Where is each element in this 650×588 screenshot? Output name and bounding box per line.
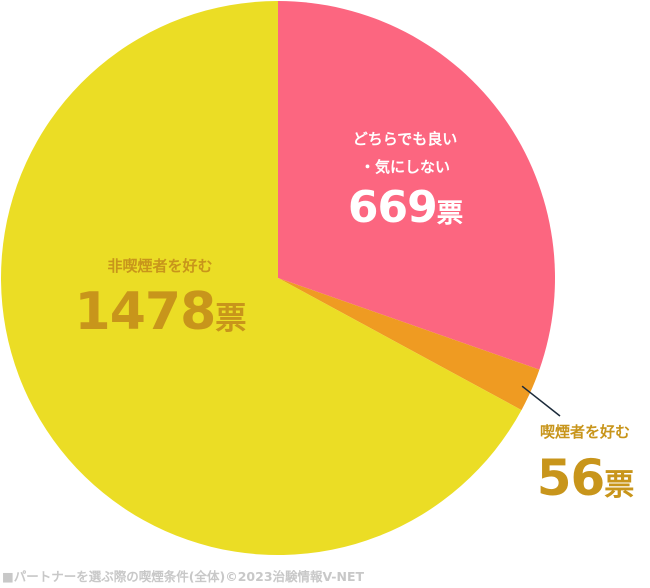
slice-either — [278, 1, 555, 370]
slice-smoker — [278, 278, 540, 411]
value-nonsmoker: 1478 — [74, 282, 217, 342]
unit-nonsmoker: 票 — [215, 301, 246, 337]
value-smoker: 56 — [536, 449, 606, 507]
slice-label-either-line2: ・気にしない — [359, 158, 450, 176]
slice-label-either: どちらでも良い ・気にしない 669票 — [315, 125, 495, 241]
value-either: 669 — [347, 182, 438, 233]
slice-label-smoker-line1: 喫煙者を好む — [539, 423, 630, 441]
slice-label-smoker: 喫煙者を好む 56票 — [520, 418, 650, 518]
slice-nonsmoker — [1, 1, 522, 555]
leader-line-smoker — [521, 385, 561, 417]
slice-value-smoker: 56票 — [520, 446, 650, 518]
slice-value-nonsmoker: 1478票 — [60, 280, 260, 351]
chart-caption: ■パートナーを選ぶ際の喫煙条件(全体)©2023治験情報V-NET — [2, 569, 365, 584]
unit-smoker: 票 — [604, 468, 634, 503]
slice-label-nonsmoker: 非喫煙者を好む 1478票 — [60, 252, 260, 351]
slice-label-nonsmoker-line1: 非喫煙者を好む — [107, 257, 213, 275]
unit-either: 票 — [436, 198, 463, 229]
slice-label-either-line1: どちらでも良い — [352, 130, 458, 148]
slice-value-either: 669票 — [315, 181, 495, 241]
